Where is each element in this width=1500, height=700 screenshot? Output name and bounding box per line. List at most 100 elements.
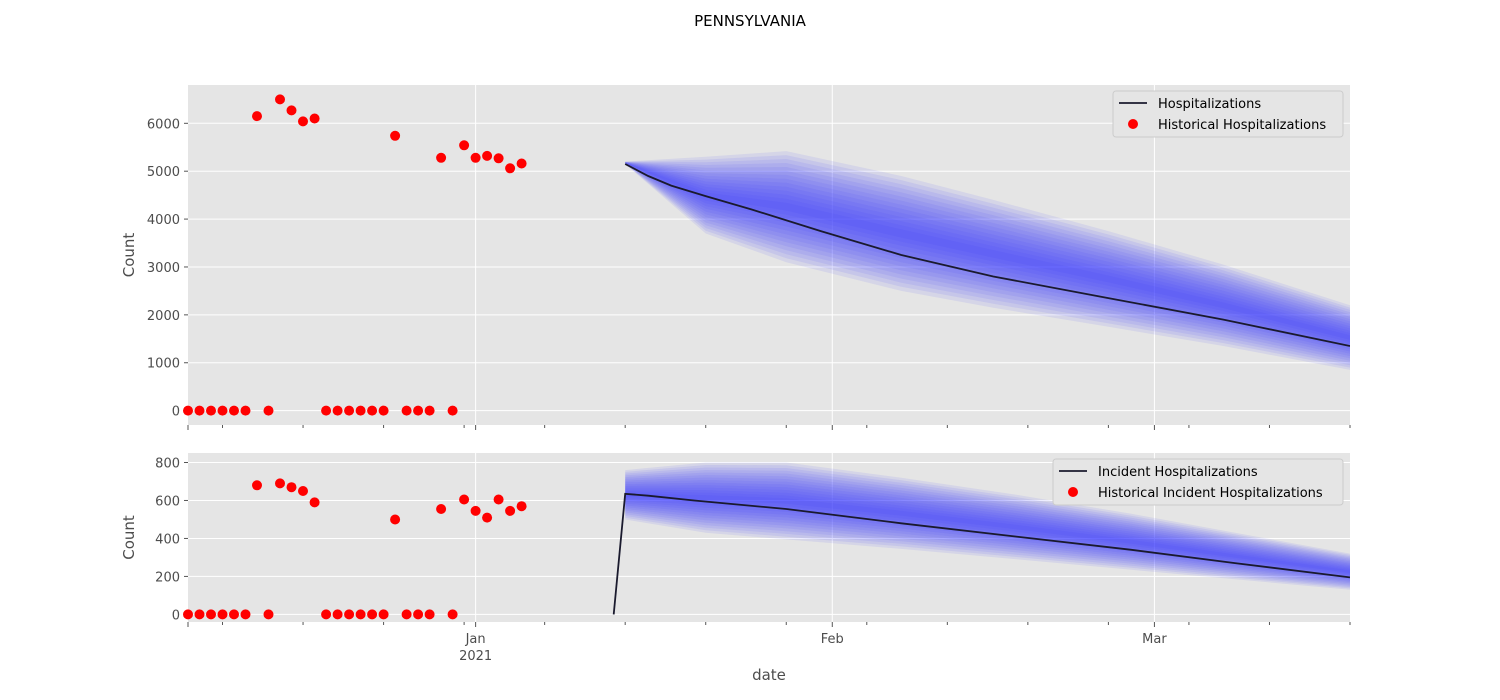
data-point xyxy=(321,405,332,416)
data-point xyxy=(447,405,458,416)
legend-label: Hospitalizations xyxy=(1158,97,1261,112)
x-tick-label: Jan xyxy=(465,632,486,647)
x-axis-label: date xyxy=(752,666,786,684)
series-line-0 xyxy=(612,492,1350,615)
data-point xyxy=(436,504,447,514)
data-point xyxy=(275,478,285,489)
data-point xyxy=(286,105,297,116)
data-point xyxy=(252,480,262,491)
data-point xyxy=(206,609,216,620)
uncertainty-band-layer xyxy=(625,491,1350,575)
data-point xyxy=(482,512,493,523)
data-point xyxy=(390,130,401,141)
series-line-0 xyxy=(624,163,1350,347)
data-point xyxy=(344,405,355,416)
uncertainty-band-layer xyxy=(625,162,1350,357)
uncertainty-band-layer xyxy=(625,162,1350,361)
x-tick-label: Mar xyxy=(1142,632,1167,647)
data-point xyxy=(240,609,251,620)
series-scatter-1 xyxy=(183,478,527,620)
data-point xyxy=(413,405,424,416)
data-point xyxy=(206,405,216,416)
data-point xyxy=(286,482,297,493)
y-tick-label: 4000 xyxy=(147,213,180,228)
data-point xyxy=(367,609,378,620)
x-tick-label: Feb xyxy=(821,632,844,647)
y-tick-label: 5000 xyxy=(147,165,180,180)
data-point xyxy=(194,609,205,620)
data-point xyxy=(447,609,458,620)
y-axis-label: Count xyxy=(120,515,138,560)
legend: Hospitalizations Historical Hospitalizati… xyxy=(1112,90,1344,138)
data-point xyxy=(252,111,262,122)
data-point xyxy=(482,150,493,161)
legend-marker-swatch xyxy=(1068,487,1078,497)
plot-area xyxy=(188,85,1350,425)
panel-incident-hospitalizations: 0 200 400 600 800 Count Incident Hospitalizati… xyxy=(120,453,1351,664)
legend-box xyxy=(1052,458,1344,506)
y-tick-label: 2000 xyxy=(147,309,180,324)
data-point xyxy=(321,609,332,620)
legend-label: Historical Hospitalizations xyxy=(1158,118,1326,133)
legend-marker-swatch xyxy=(1128,119,1138,129)
y-tick-label: 600 xyxy=(155,494,180,509)
data-point xyxy=(355,609,366,620)
data-point xyxy=(367,405,378,416)
data-point xyxy=(401,405,412,416)
data-point xyxy=(275,94,285,105)
uncertainty-band-layer xyxy=(625,475,1350,584)
legend-box xyxy=(1112,90,1344,138)
legend: Incident Hospitalizations Historical Inci… xyxy=(1052,458,1344,506)
legend-label: Historical Incident Hospitalizations xyxy=(1098,486,1323,501)
y-tick-label: 0 xyxy=(172,608,180,623)
uncertainty-band-layer xyxy=(625,155,1350,368)
data-point xyxy=(459,140,470,151)
data-point xyxy=(493,153,504,164)
data-point xyxy=(505,505,516,516)
data-point xyxy=(470,152,481,163)
data-point xyxy=(436,152,447,163)
uncertainty-band-layer xyxy=(625,162,1350,352)
uncertainty-band-layer xyxy=(625,467,1350,588)
data-point xyxy=(263,609,274,620)
uncertainty-band-layer xyxy=(625,151,1350,370)
data-point xyxy=(516,158,527,169)
y-tick-label: 1000 xyxy=(147,357,180,372)
data-point xyxy=(332,609,343,620)
data-point xyxy=(298,116,308,127)
data-point xyxy=(229,405,239,416)
data-point xyxy=(505,163,516,174)
data-point xyxy=(217,405,228,416)
data-point xyxy=(229,609,239,620)
uncertainty-band-layer xyxy=(625,159,1350,366)
panel-hospitalizations: 0 1000 2000 3000 4000 5000 6000 Count Hospitaliz… xyxy=(120,85,1351,430)
uncertainty-band-layer xyxy=(625,162,1350,354)
uncertainty-band-layer xyxy=(625,462,1350,590)
y-tick-label: 200 xyxy=(155,570,180,585)
y-tick-label: 400 xyxy=(155,532,180,547)
y-axis-label: Count xyxy=(120,233,138,278)
uncertainty-band-layer xyxy=(625,472,1350,585)
uncertainty-band-layer xyxy=(625,487,1350,577)
x-tick-sublabel: 2021 xyxy=(459,649,492,664)
data-point xyxy=(332,405,343,416)
data-point xyxy=(309,113,320,124)
data-point xyxy=(413,609,424,620)
data-point xyxy=(459,494,470,505)
uncertainty-band-layer xyxy=(625,162,1350,343)
uncertainty-band-layer xyxy=(625,465,1350,589)
uncertainty-band-layer xyxy=(625,470,1350,586)
uncertainty-band-layer xyxy=(625,477,1350,582)
data-point xyxy=(378,405,389,416)
uncertainty-band-layer xyxy=(625,162,1350,340)
uncertainty-band-layer xyxy=(625,480,1350,581)
data-point xyxy=(298,486,308,496)
y-tick-label: 800 xyxy=(155,456,180,471)
data-point xyxy=(355,405,366,416)
data-point xyxy=(493,494,504,505)
uncertainty-band-layer xyxy=(625,162,1350,350)
figure-title: PENNSYLVANIA xyxy=(694,12,807,30)
data-point xyxy=(217,609,228,620)
uncertainty-band xyxy=(625,462,1350,590)
y-tick-label: 3000 xyxy=(147,261,180,276)
